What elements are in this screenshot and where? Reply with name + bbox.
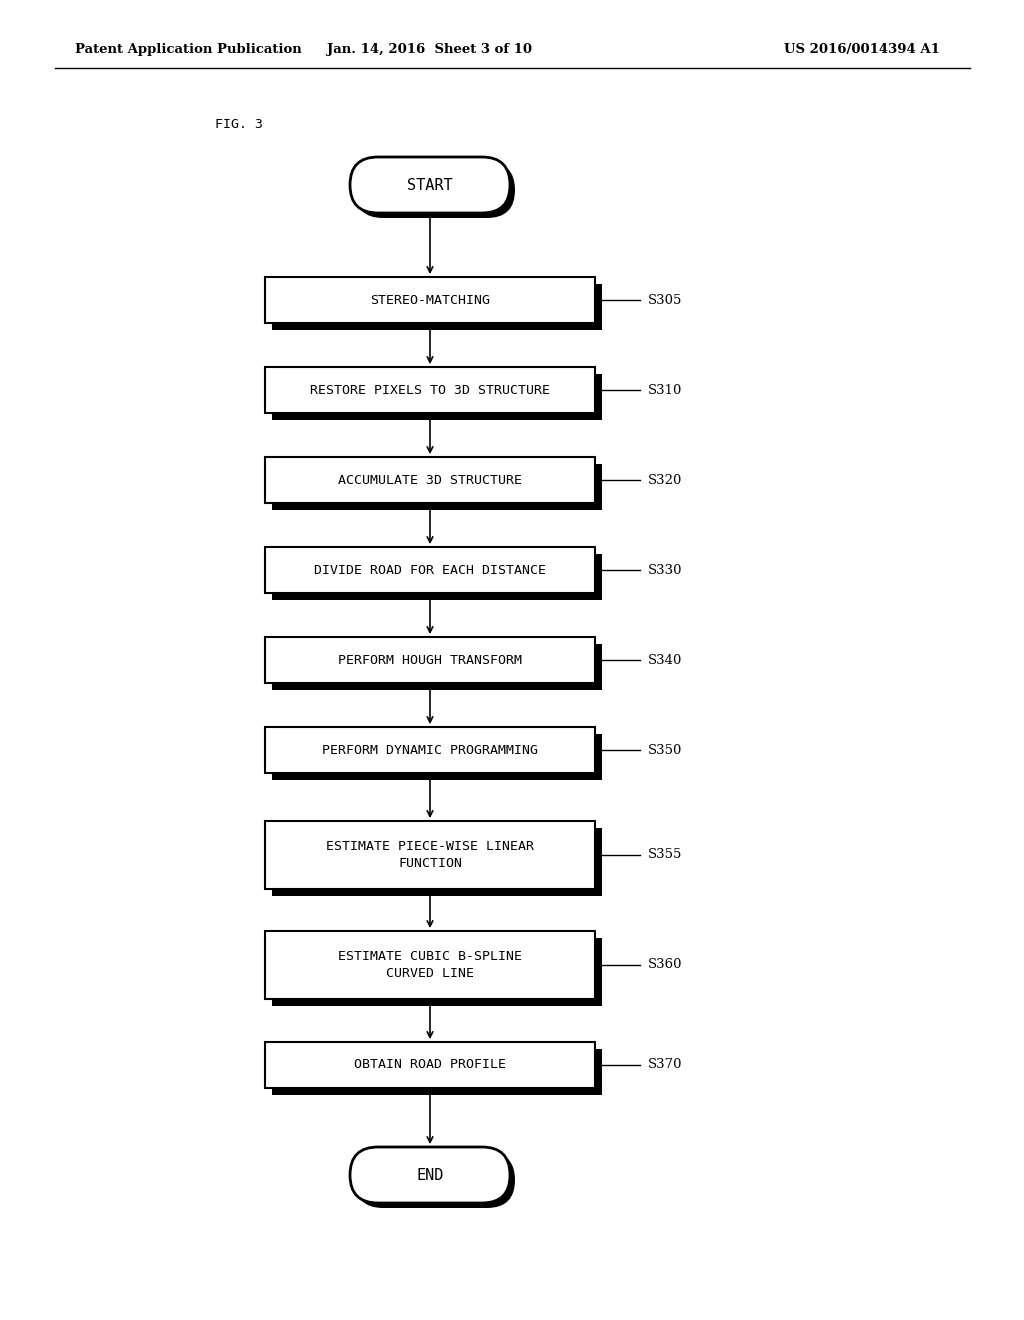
Text: FIG. 3: FIG. 3 — [215, 119, 263, 132]
FancyBboxPatch shape — [265, 1041, 595, 1088]
FancyBboxPatch shape — [272, 554, 602, 601]
Text: S355: S355 — [648, 849, 682, 862]
Text: DIVIDE ROAD FOR EACH DISTANCE: DIVIDE ROAD FOR EACH DISTANCE — [314, 564, 546, 577]
Text: START: START — [408, 177, 453, 193]
Text: ESTIMATE PIECE-WISE LINEAR
FUNCTION: ESTIMATE PIECE-WISE LINEAR FUNCTION — [326, 840, 534, 870]
FancyBboxPatch shape — [272, 1049, 602, 1096]
FancyBboxPatch shape — [272, 939, 602, 1006]
FancyBboxPatch shape — [265, 277, 595, 323]
Text: S330: S330 — [648, 564, 683, 577]
Text: RESTORE PIXELS TO 3D STRUCTURE: RESTORE PIXELS TO 3D STRUCTURE — [310, 384, 550, 396]
Text: Patent Application Publication: Patent Application Publication — [75, 44, 302, 57]
Text: PERFORM DYNAMIC PROGRAMMING: PERFORM DYNAMIC PROGRAMMING — [322, 743, 538, 756]
Text: S360: S360 — [648, 958, 683, 972]
Text: END: END — [417, 1167, 443, 1183]
FancyBboxPatch shape — [272, 465, 602, 510]
Text: OBTAIN ROAD PROFILE: OBTAIN ROAD PROFILE — [354, 1059, 506, 1072]
FancyBboxPatch shape — [350, 157, 510, 213]
FancyBboxPatch shape — [265, 821, 595, 888]
FancyBboxPatch shape — [272, 828, 602, 896]
FancyBboxPatch shape — [355, 162, 515, 218]
FancyBboxPatch shape — [265, 727, 595, 774]
FancyBboxPatch shape — [272, 374, 602, 420]
Text: S370: S370 — [648, 1059, 683, 1072]
Text: US 2016/0014394 A1: US 2016/0014394 A1 — [784, 44, 940, 57]
FancyBboxPatch shape — [272, 734, 602, 780]
Text: S305: S305 — [648, 293, 682, 306]
Text: S320: S320 — [648, 474, 682, 487]
FancyBboxPatch shape — [350, 1147, 510, 1203]
FancyBboxPatch shape — [265, 638, 595, 682]
Text: S350: S350 — [648, 743, 682, 756]
Text: ACCUMULATE 3D STRUCTURE: ACCUMULATE 3D STRUCTURE — [338, 474, 522, 487]
Text: ESTIMATE CUBIC B-SPLINE
CURVED LINE: ESTIMATE CUBIC B-SPLINE CURVED LINE — [338, 950, 522, 979]
Text: STEREO-MATCHING: STEREO-MATCHING — [370, 293, 490, 306]
FancyBboxPatch shape — [265, 931, 595, 999]
Text: S310: S310 — [648, 384, 682, 396]
FancyBboxPatch shape — [265, 457, 595, 503]
Text: Jan. 14, 2016  Sheet 3 of 10: Jan. 14, 2016 Sheet 3 of 10 — [328, 44, 532, 57]
Text: S340: S340 — [648, 653, 682, 667]
FancyBboxPatch shape — [272, 284, 602, 330]
FancyBboxPatch shape — [265, 546, 595, 593]
FancyBboxPatch shape — [355, 1152, 515, 1208]
FancyBboxPatch shape — [272, 644, 602, 690]
Text: PERFORM HOUGH TRANSFORM: PERFORM HOUGH TRANSFORM — [338, 653, 522, 667]
FancyBboxPatch shape — [265, 367, 595, 413]
